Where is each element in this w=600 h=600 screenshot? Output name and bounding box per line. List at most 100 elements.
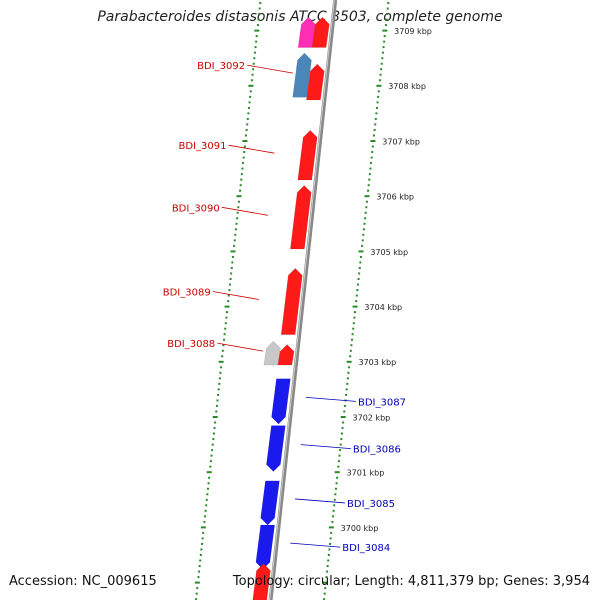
right-tick-mark [361,244,364,247]
left-tick-mark [225,311,228,314]
left-tick-mark [221,355,224,358]
gene-labels: BDI_3092 BDI_3091 BDI_3090 BDI_3089 BDI_3088… [163,61,406,554]
left-tick-mark [195,598,198,600]
right-tick-mark [380,62,383,65]
right-tick-mark [353,311,356,314]
gene-g-3091[interactable] [297,129,318,181]
left-tick-mark [216,399,219,402]
gene-label-g-3089: BDI_3089 [163,287,211,298]
kbp-tick-label: 3702 kbp [353,413,391,422]
right-tick-mark [381,57,384,60]
left-tick-mark [214,421,217,424]
gene-g-top-red[interactable] [311,16,330,48]
left-tick-mark [208,476,211,479]
genome-summary: Topology: circular; Length: 4,811,379 bp… [232,574,590,589]
gene-g-3092[interactable] [292,52,312,98]
right-tick-mark [342,421,345,424]
left-tick-mark [258,13,261,16]
right-tick-mark [346,360,352,363]
left-tick-mark [243,145,246,148]
left-tick-mark [212,416,218,418]
right-tick-mark [323,592,326,595]
right-tick-mark [361,239,364,242]
right-tick-mark [353,316,356,319]
left-tick-mark [222,344,225,347]
leader-line [247,64,294,74]
left-tick-mark [225,316,228,319]
right-tick-mark [334,471,340,474]
kbp-tick-label: 3706 kbp [376,193,414,202]
right-tick-mark [352,322,355,325]
left-tick-mark [227,300,230,303]
leader-line [290,542,341,548]
right-tick-mark [326,565,329,568]
gene-g-bottom-red[interactable] [251,563,271,600]
left-tick-mark [213,427,216,430]
gene-g-3092b[interactable] [306,63,325,101]
right-tick-mark [359,255,362,258]
gene-g-3087[interactable] [271,378,291,425]
gene-label-g-3086: BDI_3086 [353,445,401,456]
right-tick-mark [365,200,368,203]
right-tick-mark [363,222,366,225]
right-tick-mark [346,382,349,385]
right-tick-mark [324,587,327,590]
left-tick-mark [196,587,199,590]
right-tick-mark [370,156,373,159]
left-tick-mark [259,2,262,4]
right-tick-mark [384,24,387,27]
left-tick-mark [242,156,245,159]
right-tick-mark [382,29,388,32]
left-tick-mark [230,250,236,253]
left-tick-mark [247,106,250,109]
map-title: Parabacteroides distasonis ATCC 8503, co… [97,9,503,25]
left-tick-mark [239,184,242,187]
backbone-line [268,0,338,600]
leader-line [212,291,259,300]
right-tick-mark [352,327,355,330]
left-tick-mark [194,581,200,584]
right-tick-mark [376,84,382,87]
right-tick-mark [387,2,390,4]
left-tick-mark [231,255,234,258]
right-tick-mark [373,128,376,131]
left-tick-mark [243,151,246,154]
left-tick-mark [230,266,233,269]
right-tick-mark [356,289,359,292]
left-tick-mark [218,382,221,385]
left-tick-mark [212,432,215,435]
right-tick-mark [374,123,377,126]
left-tick-mark [195,592,198,595]
gene-g-3088b[interactable] [277,344,295,366]
gene-g-3085[interactable] [260,480,280,526]
right-tick-mark [329,537,332,540]
right-tick-mark [374,117,377,120]
right-tick-mark [323,598,326,600]
kbp-tick-label: 3707 kbp [382,137,420,146]
backbone-highlight [269,0,335,600]
gene-g-3084[interactable] [255,524,275,570]
gene-g-3089[interactable] [280,267,303,335]
left-tick-mark [250,79,253,82]
gene-g-3086[interactable] [266,425,286,472]
gene-g-3090[interactable] [290,185,312,250]
right-tick-mark [335,482,338,485]
gene-g-pink[interactable] [297,16,316,48]
left-tick-mark [207,482,210,485]
leader-line [305,396,357,402]
right-tick-mark [383,35,386,38]
right-tick-mark [322,581,328,584]
right-tick-mark [349,349,352,352]
right-tick-mark [336,476,339,479]
gene-g-3088[interactable] [263,340,281,366]
right-tick-mark [327,554,330,556]
right-tick-mark [359,261,362,264]
left-tick-mark [227,294,230,297]
gene-label-g-3090: BDI_3090 [172,203,220,214]
right-tick-mark [331,515,334,518]
left-tick-mark [219,371,222,374]
left-tick-mark [252,62,255,65]
left-tick-mark [205,504,208,507]
right-tick-mark [329,542,332,545]
